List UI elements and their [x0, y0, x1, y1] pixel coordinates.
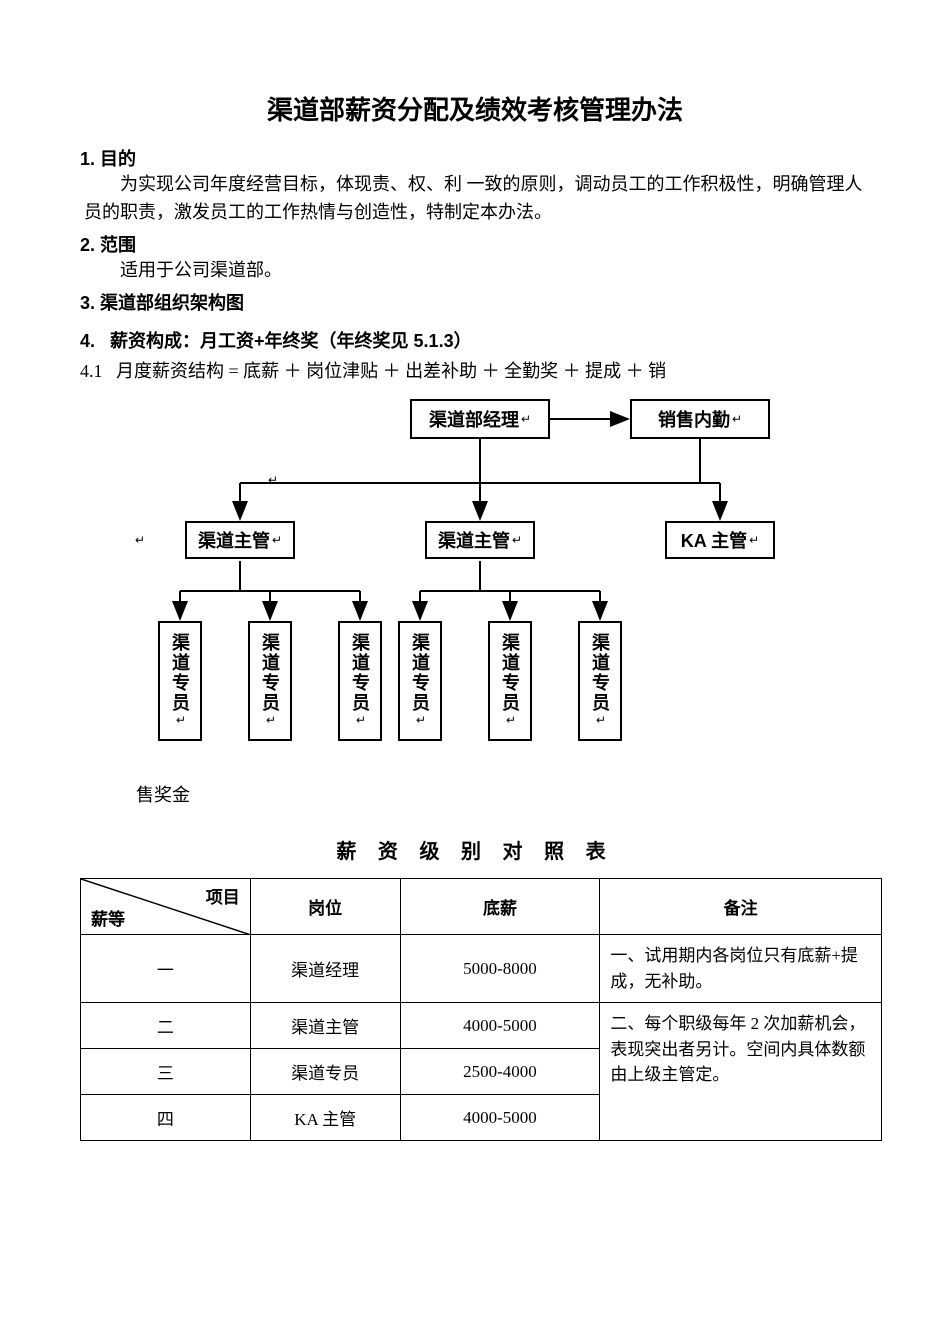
org-node-sales-clerk-label: 销售内勤: [658, 406, 730, 432]
section-4-1-num: 4.1: [80, 361, 103, 381]
cell-base: 4000-5000: [400, 1095, 600, 1141]
return-mark: ↵: [174, 713, 188, 729]
table-row: 一 渠道经理 5000-8000 一、试用期内各岗位只有底薪+提成，无补助。: [81, 935, 882, 1003]
cell-post: KA 主管: [250, 1095, 400, 1141]
org-node-supervisor-2-label: 渠道主管: [438, 527, 510, 553]
section-3-head: 3. 渠道部组织架构图: [80, 289, 870, 315]
cell-post: 渠道经理: [250, 935, 400, 1003]
section-1-head: 1. 目的: [80, 145, 870, 171]
org-node-ka-supervisor: KA 主管↵: [665, 521, 775, 559]
org-node-ka-supervisor-label: KA 主管: [681, 527, 747, 553]
org-node-supervisor-1: 渠道主管↵: [185, 521, 295, 559]
table-header-diag: 项目 薪等: [81, 879, 251, 935]
return-mark: ↵: [512, 533, 522, 547]
org-chart: 渠道部经理↵ 销售内勤↵ 渠道主管↵ 渠道主管↵ KA 主管↵ 渠道专员↵ 渠道…: [80, 391, 870, 761]
cell-base: 4000-5000: [400, 1003, 600, 1049]
org-node-sales-clerk: 销售内勤↵: [630, 399, 770, 439]
section-1-text: 为实现公司年度经营目标，体现责、权、利 一致的原则，调动员工的工作积极性，明确管…: [84, 171, 870, 227]
org-node-specialist-6: 渠道专员↵: [578, 621, 622, 741]
org-node-supervisor-1-label: 渠道主管: [198, 527, 270, 553]
table-header-post: 岗位: [250, 879, 400, 935]
return-mark-bus: ↵: [268, 473, 278, 488]
return-mark: ↵: [414, 713, 428, 729]
org-leaf-label: 渠道专员: [167, 633, 193, 713]
salary-table-title: 薪 资 级 别 对 照 表: [80, 835, 870, 864]
org-node-specialist-1: 渠道专员↵: [158, 621, 202, 741]
org-node-manager: 渠道部经理↵: [410, 399, 550, 439]
cell-grade: 三: [81, 1049, 251, 1095]
table-row: 二 渠道主管 4000-5000 二、每个职级每年 2 次加薪机会，表现突出者另…: [81, 1003, 882, 1049]
cell-base: 2500-4000: [400, 1049, 600, 1095]
return-mark: ↵: [732, 412, 742, 426]
org-leaf-label: 渠道专员: [587, 633, 613, 713]
section-3-num: 3.: [80, 293, 95, 313]
section-4-1: 4.1 月度薪资结构 = 底薪 ＋ 岗位津贴 ＋ 出差补助 ＋ 全勤奖 ＋ 提成…: [80, 357, 870, 386]
cell-note-2: 二、每个职级每年 2 次加薪机会，表现突出者另计。空间内具体数额由上级主管定。: [600, 1003, 882, 1141]
cell-base: 5000-8000: [400, 935, 600, 1003]
table-header-row: 项目 薪等 岗位 底薪 备注: [81, 879, 882, 935]
org-leaf-label: 渠道专员: [407, 633, 433, 713]
section-4-num: 4.: [80, 331, 95, 351]
section-4-label: 薪资构成：月工资+年终奖（年终奖见 5.1.3）: [110, 331, 472, 351]
section-4-1-tail: 售奖金: [136, 781, 870, 807]
salary-table: 项目 薪等 岗位 底薪 备注 一 渠道经理 5000-8000 一、试用期内各岗…: [80, 878, 882, 1141]
org-leaf-label: 渠道专员: [347, 633, 373, 713]
cell-post: 渠道主管: [250, 1003, 400, 1049]
section-2-num: 2.: [80, 235, 95, 255]
diag-top-label: 项目: [206, 883, 240, 908]
section-2-text: 适用于公司渠道部。: [84, 257, 870, 285]
section-1-label: 目的: [100, 149, 136, 169]
return-mark: ↵: [354, 713, 368, 729]
return-mark: ↵: [521, 412, 531, 426]
org-node-supervisor-2: 渠道主管↵: [425, 521, 535, 559]
section-2-label: 范围: [100, 235, 136, 255]
table-header-note: 备注: [600, 879, 882, 935]
cell-grade: 四: [81, 1095, 251, 1141]
section-1-num: 1.: [80, 149, 95, 169]
document-title: 渠道部薪资分配及绩效考核管理办法: [80, 90, 870, 127]
section-4-head: 4. 薪资构成：月工资+年终奖（年终奖见 5.1.3）: [80, 327, 870, 353]
return-mark-bus: ↵: [135, 533, 145, 548]
section-4-1-text: 月度薪资结构 = 底薪 ＋ 岗位津贴 ＋ 出差补助 ＋ 全勤奖 ＋ 提成 ＋ 销: [116, 361, 666, 381]
org-node-specialist-3: 渠道专员↵: [338, 621, 382, 741]
section-3-label: 渠道部组织架构图: [100, 293, 244, 313]
return-mark: ↵: [594, 713, 608, 729]
return-mark: ↵: [504, 713, 518, 729]
table-header-base: 底薪: [400, 879, 600, 935]
org-leaf-label: 渠道专员: [497, 633, 523, 713]
cell-grade: 二: [81, 1003, 251, 1049]
org-leaf-label: 渠道专员: [257, 633, 283, 713]
org-node-specialist-5: 渠道专员↵: [488, 621, 532, 741]
org-node-manager-label: 渠道部经理: [429, 406, 519, 432]
org-node-specialist-4: 渠道专员↵: [398, 621, 442, 741]
return-mark: ↵: [749, 533, 759, 547]
org-node-specialist-2: 渠道专员↵: [248, 621, 292, 741]
return-mark: ↵: [264, 713, 278, 729]
cell-post: 渠道专员: [250, 1049, 400, 1095]
diag-bot-label: 薪等: [91, 905, 125, 930]
return-mark: ↵: [272, 533, 282, 547]
cell-note-1: 一、试用期内各岗位只有底薪+提成，无补助。: [600, 935, 882, 1003]
section-2-head: 2. 范围: [80, 231, 870, 257]
cell-grade: 一: [81, 935, 251, 1003]
